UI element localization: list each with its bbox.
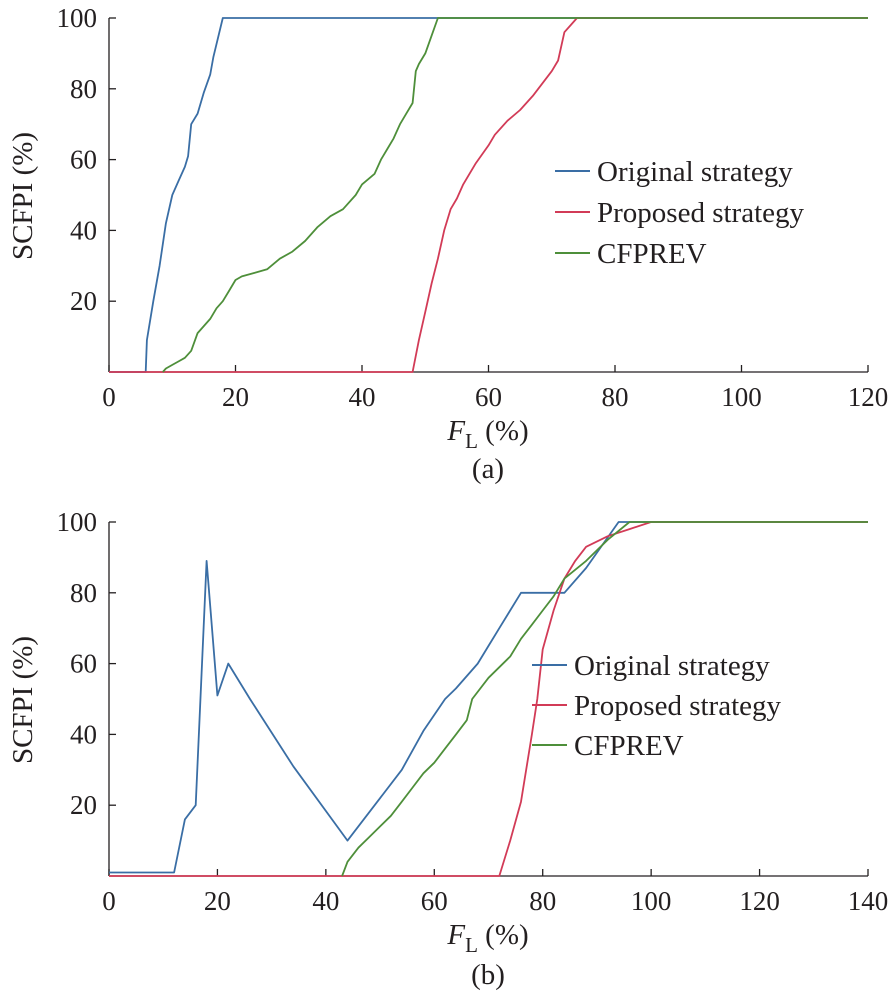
- series-line-original: [109, 17, 868, 373]
- y-ticks: 20 40 60 80 100: [57, 507, 116, 820]
- y-axis-label: SCFPI (%): [7, 636, 39, 764]
- x-tick-label: 100: [721, 382, 762, 412]
- x-tick-label: 120: [739, 886, 780, 916]
- y-tick-label: 60: [70, 145, 97, 175]
- x-tick-label: 100: [631, 886, 672, 916]
- y-tick-label: 100: [57, 507, 98, 537]
- legend-label-proposed: Proposed strategy: [597, 197, 804, 229]
- series-line-proposed: [109, 17, 868, 373]
- x-tick-label: 80: [529, 886, 556, 916]
- series-lines: [109, 521, 868, 877]
- y-tick-label: 20: [70, 790, 97, 820]
- x-axis-label: FL (%): [446, 919, 528, 957]
- legend-label-cfprev: CFPREV: [574, 730, 684, 762]
- series-line-original: [109, 521, 868, 874]
- x-tick-label: 20: [204, 886, 231, 916]
- x-ticks: 0 20 40 60 80 100 120: [102, 365, 888, 412]
- y-axis-label: SCFPI (%): [7, 132, 39, 260]
- y-tick-label: 40: [70, 215, 97, 245]
- x-tick-label: 40: [312, 886, 339, 916]
- x-tick-label: 60: [421, 886, 448, 916]
- y-tick-label: 80: [70, 74, 97, 104]
- legend-label-original: Original strategy: [574, 650, 770, 682]
- y-ticks: 20 40 60 80 100: [57, 3, 116, 316]
- legend: Original strategy Proposed strategy CFPR…: [532, 650, 781, 762]
- x-ticks: 0 20 40 60 80 100 120 140: [102, 869, 888, 916]
- series-lines: [109, 17, 868, 373]
- panel-a: SCFPI (%) 20 40 60 80 100 0 20 40 60 80 100 120 FL…: [7, 3, 888, 485]
- x-tick-label: 40: [349, 382, 376, 412]
- x-tick-label: 120: [848, 382, 889, 412]
- x-tick-label: 80: [602, 382, 629, 412]
- y-tick-label: 20: [70, 286, 97, 316]
- y-tick-label: 100: [57, 3, 98, 33]
- panel-caption: (a): [472, 453, 504, 485]
- x-tick-label: 140: [848, 886, 889, 916]
- x-tick-label: 0: [102, 382, 116, 412]
- y-tick-label: 60: [70, 649, 97, 679]
- legend: Original strategy Proposed strategy CFPR…: [555, 156, 804, 270]
- x-tick-label: 60: [475, 382, 502, 412]
- panel-caption: (b): [471, 959, 505, 991]
- panel-b: SCFPI (%) 20 40 60 80 100 0 20 40 60 80 100 120 140…: [7, 507, 888, 991]
- legend-label-original: Original strategy: [597, 156, 793, 188]
- y-tick-label: 80: [70, 578, 97, 608]
- series-line-cfprev: [341, 521, 868, 877]
- x-axis-label: FL (%): [446, 415, 528, 453]
- legend-label-cfprev: CFPREV: [597, 238, 707, 270]
- series-line-cfprev: [162, 17, 868, 373]
- y-tick-label: 40: [70, 719, 97, 749]
- legend-label-proposed: Proposed strategy: [574, 690, 781, 722]
- x-tick-label: 20: [222, 382, 249, 412]
- x-tick-label: 0: [102, 886, 116, 916]
- series-line-proposed: [109, 521, 868, 877]
